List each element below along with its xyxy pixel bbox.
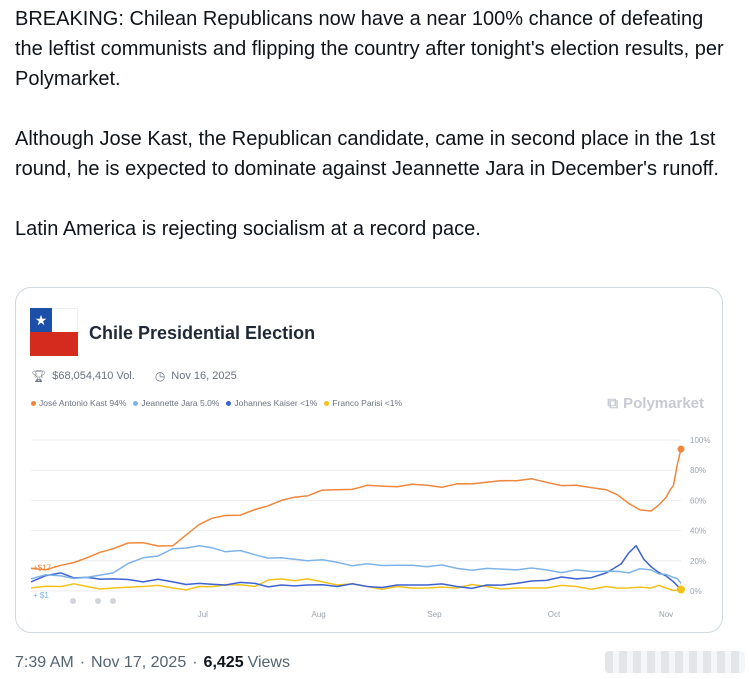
start-label-jara: + $1 <box>33 591 49 600</box>
chile-flag-icon: ★ <box>30 308 78 356</box>
series-line-johannes-kaiser <box>30 544 682 591</box>
polymarket-icon: ⧉ <box>607 395 619 412</box>
tweet-time[interactable]: 7:39 AM <box>15 654 74 671</box>
event-marker <box>95 598 101 604</box>
event-marker <box>110 598 116 604</box>
y-tick-label: 60% <box>690 496 706 505</box>
x-tick-label: Nov <box>659 610 673 619</box>
trophy-icon: 🏆︎ <box>31 369 47 383</box>
y-tick-label: 20% <box>690 557 706 566</box>
series-line-jeannette-jara <box>30 544 682 584</box>
y-tick-label: 100% <box>690 436 710 445</box>
tweet-text: BREAKING: Chilean Republicans now have a… <box>15 4 735 244</box>
price-chart: 100% 80% 60% 40% 20% 0% Jul Aug Sep Oct Nov +$17 + $… <box>30 436 710 619</box>
market-date: Nov 16, 2025 <box>171 370 237 382</box>
series-line-jos-antonio-kast <box>30 448 682 571</box>
legend-item: Jeannette Jara 5.0% <box>133 398 219 408</box>
event-marker <box>70 598 76 604</box>
legend-item: José Antonio Kast 94% <box>31 398 126 408</box>
polymarket-logo: ⧉ Polymarket <box>607 395 704 412</box>
volume-text: $68,054,410 Vol. <box>52 370 135 382</box>
tweet-date[interactable]: Nov 17, 2025 <box>91 654 187 671</box>
blurred-overlay <box>605 651 745 673</box>
legend-item: Johannes Kaiser <1% <box>226 398 317 408</box>
x-tick-label: Oct <box>548 610 561 619</box>
clock-icon: ◷ <box>154 369 166 383</box>
tweet-paragraph: BREAKING: Chilean Republicans now have a… <box>15 8 724 90</box>
y-tick-label: 40% <box>690 527 706 536</box>
views-count: 6,425 <box>203 654 244 671</box>
chart-legend: José Antonio Kast 94% Jeannette Jara 5.0… <box>31 398 402 408</box>
tweet-footer: 7:39 AM · Nov 17, 2025 · 6,425 Views <box>15 654 290 671</box>
y-tick-label: 80% <box>690 466 706 475</box>
endpoint-kast <box>677 445 685 453</box>
y-tick-label: 0% <box>690 587 702 596</box>
start-label-kast: +$17 <box>33 563 52 572</box>
card-meta: 🏆︎ $68,054,410 Vol. ◷ Nov 16, 2025 <box>31 369 237 383</box>
legend-item: Franco Parisi <1% <box>324 398 402 408</box>
x-tick-label: Sep <box>427 610 442 619</box>
views-label: Views <box>247 654 290 671</box>
polymarket-card[interactable]: ★ Chile Presidential Election 🏆︎ $68,054… <box>15 287 723 633</box>
card-title: Chile Presidential Election <box>89 323 316 343</box>
endpoint-parisi <box>677 585 685 594</box>
x-tick-label: Jul <box>198 610 208 619</box>
x-tick-label: Aug <box>312 610 326 619</box>
tweet-paragraph: Latin America is rejecting socialism at … <box>15 218 481 240</box>
tweet-paragraph: Although Jose Kast, the Republican candi… <box>15 128 719 180</box>
